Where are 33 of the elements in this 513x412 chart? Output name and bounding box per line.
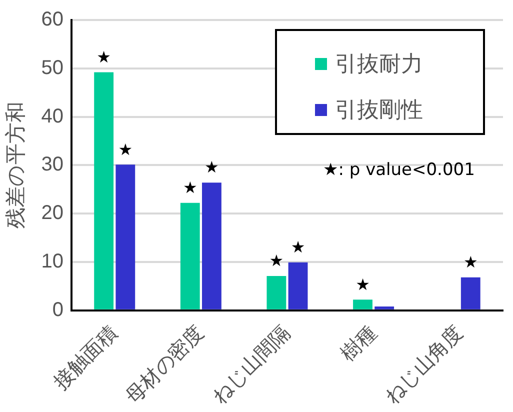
y-tick-label: 10: [41, 250, 64, 272]
y-tick-label: 20: [41, 202, 64, 224]
data-label: ★: [118, 140, 133, 159]
bar: [116, 164, 136, 310]
x-tick-label: ねじ山角度: [381, 322, 468, 408]
data-label: ★: [356, 274, 370, 294]
annotation: ★: p value<0.001: [323, 160, 475, 180]
data-label: ★: [463, 252, 478, 272]
y-axis-title: 残差の平方和: [4, 102, 28, 229]
legend-label: 引抜剛性: [334, 97, 424, 125]
y-tick-label: 50: [41, 56, 64, 79]
bar: [353, 300, 372, 310]
bar: [374, 306, 394, 310]
x-tick-label: 母材の密度: [122, 322, 208, 408]
bar: [180, 202, 200, 310]
legend-label: 引抜耐力: [334, 51, 424, 79]
bar: [94, 72, 114, 310]
data-label: ★: [290, 238, 306, 257]
data-label: ★: [204, 158, 219, 177]
x-tick-label: 樹種: [337, 322, 381, 366]
bar: [202, 182, 222, 310]
y-tick-label: 40: [41, 105, 64, 128]
y-tick-label: 0: [52, 298, 64, 321]
data-label: ★: [182, 178, 198, 198]
data-label: ★: [96, 47, 111, 66]
bar: [460, 277, 480, 310]
bar: [266, 276, 286, 310]
y-tick-label: 30: [41, 154, 64, 176]
data-label: ★: [269, 251, 284, 270]
x-tick-label: 接触面積: [50, 322, 122, 394]
y-tick-label: 60: [41, 8, 64, 31]
x-tick-label: ねじ山間隔: [208, 322, 295, 408]
bar: [288, 262, 308, 310]
